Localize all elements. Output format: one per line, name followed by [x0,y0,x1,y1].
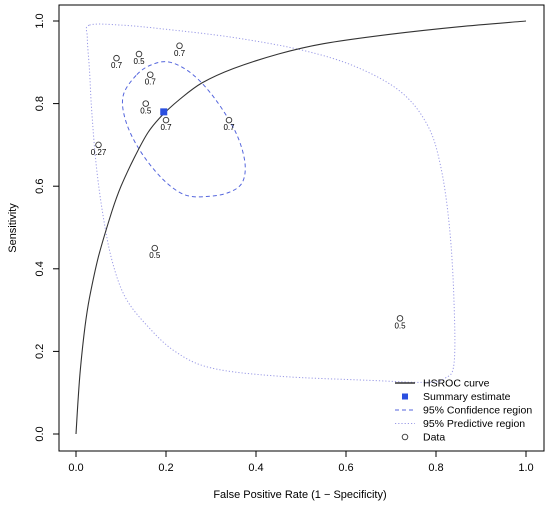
data-point [113,54,120,62]
regions [85,23,456,383]
data-points: 0.7 0.5 0.7 0.7 0.5 0.7 0.7 0.27 0.5 0.5 [91,42,406,330]
legend-swatch-summary [402,393,408,400]
data-point [135,50,143,58]
data-point-label: 0.7 [160,123,172,132]
legend-label: 95% Predictive region [423,418,525,430]
data-point-label: 0.7 [145,78,157,87]
data-point [176,42,183,50]
legend-label: Data [423,432,445,444]
hsroc-curve [75,20,527,435]
summary-group [160,108,168,116]
y-tick-label: 1.0 [34,13,46,28]
data-point [146,71,154,78]
data-point [396,315,404,322]
x-axis: 0.0 0.2 0.4 0.6 0.8 1.0 [68,451,534,474]
predictive-region [85,23,456,383]
y-axis: 0.0 0.2 0.4 0.6 0.8 1.0 [34,13,59,442]
data-point-label: 0.27 [91,148,107,157]
legend-label: Summary estimate [423,391,511,403]
data-point-label: 0.5 [394,321,406,330]
data-point [95,141,102,149]
data-point-label: 0.7 [223,123,235,132]
x-tick-label: 1.0 [518,462,533,474]
y-tick-label: 0.6 [34,179,46,194]
y-axis-title: Sensitivity [7,203,19,253]
x-tick-label: 0.0 [68,462,83,474]
y-tick-label: 0.2 [34,344,46,359]
data-point-label: 0.7 [174,49,186,58]
confidence-region [121,61,246,198]
data-point [162,116,170,124]
x-axis-title: False Positive Rate (1 − Specificity) [213,489,386,501]
data-point-label: 0.5 [133,57,145,66]
data-point [151,244,158,252]
y-tick-label: 0.4 [34,261,46,276]
legend-label: 95% Confidence region [423,405,532,417]
data-point-label: 0.5 [140,107,152,116]
x-tick-label: 0.6 [338,462,353,474]
x-tick-label: 0.4 [248,462,263,474]
legend-label: HSROC curve [423,378,490,390]
plot-frame [58,4,545,452]
data-point [225,116,233,124]
hsroc-curve-group [75,20,527,435]
data-point-label: 0.5 [149,251,161,260]
data-point-label: 0.7 [111,61,123,70]
summary-estimate [160,108,168,116]
y-tick-label: 0.0 [34,426,46,441]
data-point [142,100,149,107]
y-tick-label: 0.8 [34,96,46,111]
x-tick-label: 0.2 [158,462,173,474]
legend-swatch-data [401,433,409,441]
x-tick-label: 0.8 [428,462,443,474]
